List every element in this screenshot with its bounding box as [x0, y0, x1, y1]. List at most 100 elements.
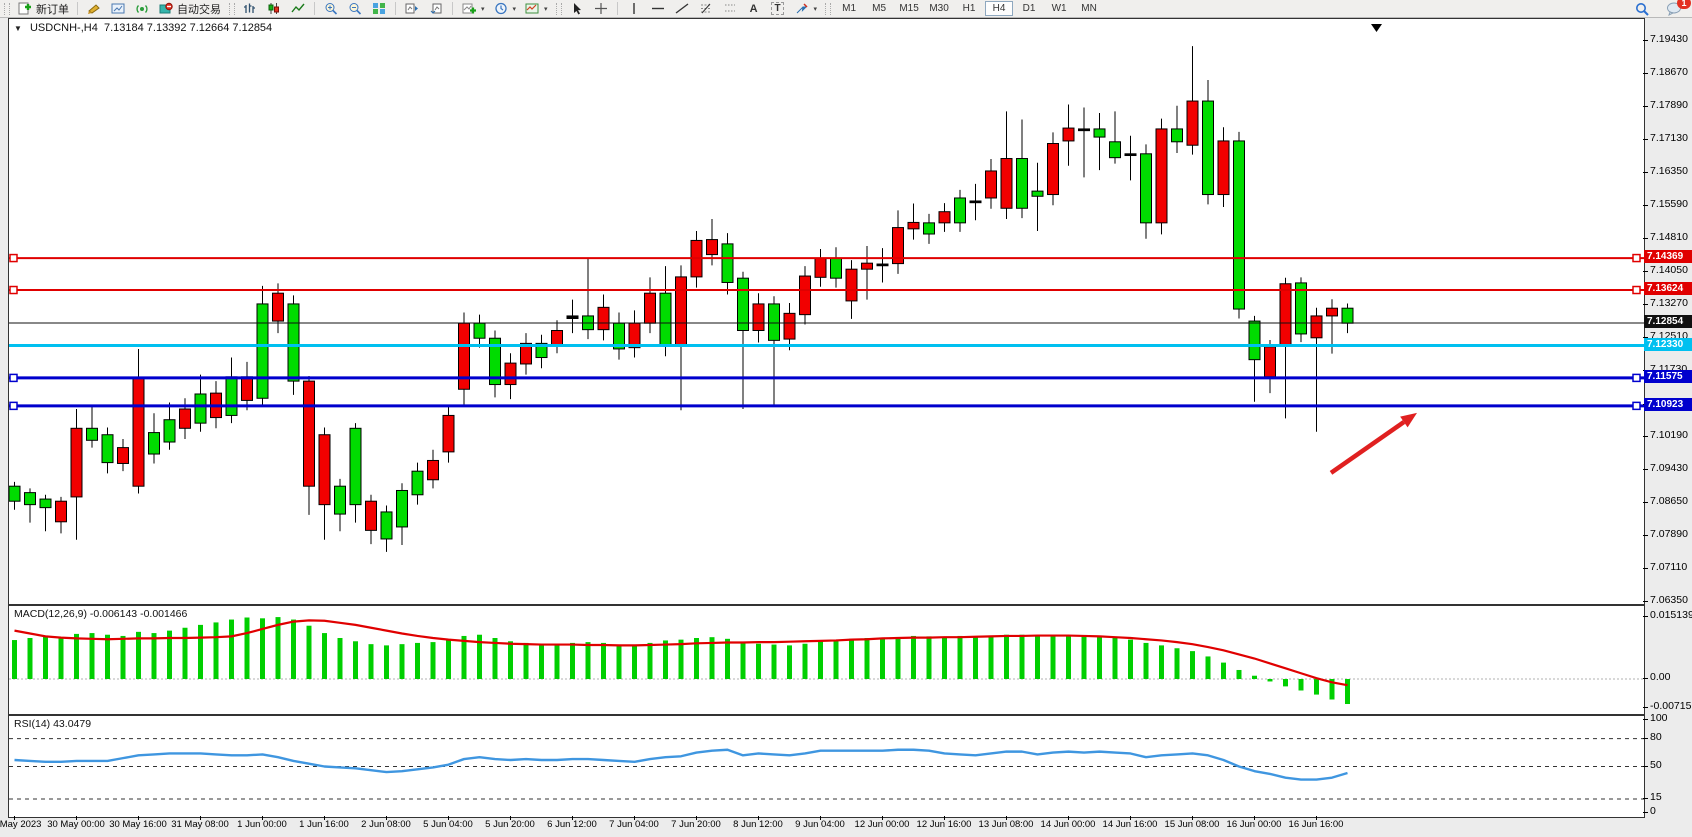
macd-histogram-bar — [136, 631, 141, 679]
chart-window-button[interactable] — [106, 1, 130, 16]
new-order-button[interactable]: 新订单 — [13, 1, 73, 16]
text-label-button[interactable] — [766, 1, 790, 16]
candle-body — [938, 211, 951, 224]
tile-windows-button[interactable] — [367, 1, 391, 16]
time-tick — [324, 816, 325, 820]
text-label-icon — [770, 2, 786, 16]
candlestick-chart-button[interactable] — [262, 1, 286, 16]
auto-trading-button[interactable]: 自动交易 — [154, 1, 225, 16]
rsi-indicator-pane[interactable] — [8, 715, 1645, 818]
time-axis-label: 9 Jun 04:00 — [795, 819, 845, 830]
signals-button[interactable] — [130, 1, 154, 16]
vertical-line-button[interactable] — [622, 1, 646, 16]
add-indicator-button[interactable] — [457, 1, 489, 16]
macd-histogram-bar — [368, 644, 374, 679]
timeframe-m1-button[interactable]: M1 — [842, 3, 857, 14]
horizontal-line-button[interactable] — [646, 1, 670, 16]
signal-icon — [134, 2, 150, 16]
timeframe-m5-button[interactable]: M5 — [872, 3, 887, 14]
time-tick — [1316, 816, 1317, 820]
macd-histogram-bar — [911, 635, 916, 679]
time-tick — [200, 816, 201, 820]
crosshair-button[interactable] — [589, 1, 613, 16]
rsi-tick-label: 50 — [1650, 758, 1662, 771]
macd-histogram-bar — [337, 638, 343, 679]
macd-histogram-bar — [973, 636, 978, 679]
timeframe-m30-button[interactable]: M30 — [929, 3, 949, 14]
channel-button[interactable] — [718, 1, 742, 16]
toolbar-grip[interactable] — [4, 2, 10, 15]
price-tick-label: 7.14050 — [1650, 263, 1688, 276]
candle-body — [272, 292, 284, 322]
macd-chart[interactable] — [9, 606, 1644, 714]
macd-histogram-bar — [167, 630, 172, 679]
rsi-line — [14, 748, 1348, 781]
price-tick-label: 7.07890 — [1650, 527, 1688, 540]
candle-body — [1078, 128, 1090, 132]
bar-chart-button[interactable] — [238, 1, 262, 16]
candle-body — [1031, 190, 1044, 197]
ohlc-quote: 7.13184 7.13392 7.12664 7.12854 — [103, 22, 273, 34]
notification-badge: 1 — [1677, 0, 1691, 9]
price-tick-label: 7.15590 — [1650, 197, 1688, 210]
macd-histogram-bar — [554, 643, 560, 679]
collapse-triangle-icon[interactable] — [14, 22, 27, 34]
time-axis-label: 31 May 08:00 — [171, 819, 229, 830]
candle-body — [1155, 128, 1168, 224]
price-tick-label: 7.17130 — [1650, 131, 1688, 144]
toolbar-right-group: 1 — [1630, 0, 1691, 16]
macd-histogram-bar — [275, 617, 281, 679]
period-clock-button[interactable] — [489, 1, 521, 16]
macd-histogram-bar — [384, 645, 389, 679]
candle-body — [318, 434, 331, 506]
notifications-button[interactable]: 1 — [1662, 0, 1691, 16]
fibonacci-button[interactable] — [694, 1, 718, 16]
chart-template-button[interactable] — [520, 1, 552, 16]
macd-histogram-bar — [1128, 639, 1133, 679]
rsi-chart[interactable] — [9, 716, 1644, 817]
price-chart-pane[interactable] — [8, 18, 1645, 605]
macd-histogram-bar — [725, 638, 730, 679]
candle-body — [303, 380, 315, 487]
text-button[interactable] — [742, 1, 766, 16]
arrow-shapes-button[interactable] — [790, 1, 822, 16]
toolbar-grip[interactable] — [825, 2, 832, 15]
toolbar-grip[interactable] — [555, 2, 562, 15]
styler-button[interactable] — [82, 1, 106, 16]
timeframe-d1-button[interactable]: D1 — [1022, 3, 1036, 14]
timeframe-mn-button[interactable]: MN — [1081, 3, 1097, 14]
zoom-out-button[interactable] — [343, 1, 367, 16]
price-tick-label: 7.17890 — [1650, 99, 1688, 112]
timeframe-w1-button[interactable]: W1 — [1051, 3, 1067, 14]
candle-body — [225, 376, 238, 416]
search-button[interactable] — [1630, 1, 1654, 16]
macd-histogram-bar — [740, 642, 746, 679]
line-chart-button[interactable] — [286, 1, 310, 16]
timeframe-m15-button[interactable]: M15 — [899, 3, 919, 14]
macd-histogram-bar — [244, 617, 250, 679]
macd-label: MACD(12,26,9) -0.006143 -0.001466 — [14, 608, 188, 620]
trendline-button[interactable] — [670, 1, 694, 16]
chart-title: USDCNH-,H4 7.13184 7.13392 7.12664 7.128… — [14, 22, 272, 34]
toolbar-grip[interactable] — [229, 2, 235, 15]
macd-histogram-bar — [415, 642, 420, 679]
macd-histogram-bar — [353, 641, 358, 679]
auto-trading-label: 自动交易 — [177, 3, 221, 16]
cursor-button[interactable] — [565, 1, 589, 16]
candle-body — [923, 222, 935, 235]
price-tick-label: 7.16350 — [1650, 165, 1688, 178]
macd-indicator-pane[interactable] — [8, 605, 1645, 715]
zoom-in-button[interactable] — [319, 1, 343, 16]
time-tick — [510, 816, 511, 820]
candle-body — [1279, 283, 1292, 347]
timeframe-h1-button[interactable]: H1 — [962, 3, 976, 14]
candlestick-chart[interactable] — [9, 19, 1644, 604]
time-axis-label: 5 Jun 04:00 — [423, 819, 473, 830]
macd-histogram-bar — [43, 635, 48, 679]
arrange-left-button[interactable] — [400, 1, 424, 16]
arrange-right-button[interactable] — [424, 1, 448, 16]
macd-histogram-bar — [229, 619, 234, 679]
macd-tick-label: 0.015139 — [1650, 608, 1692, 621]
timeframe-h4-button[interactable]: H4 — [985, 1, 1014, 16]
candle-body — [179, 408, 191, 429]
